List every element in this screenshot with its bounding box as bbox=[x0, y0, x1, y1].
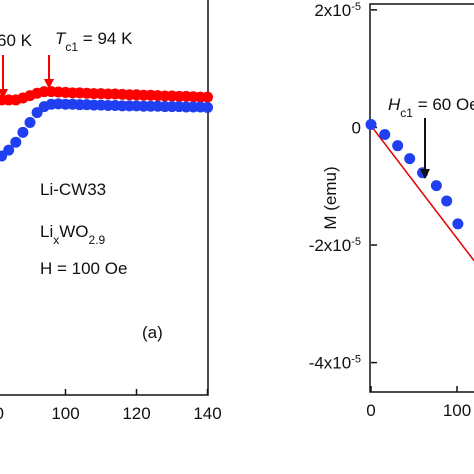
left-frame bbox=[0, 0, 209, 396]
data-point bbox=[3, 144, 15, 156]
y-tick-label: -2x10-5 bbox=[309, 236, 361, 255]
annotation-part: (a) bbox=[142, 323, 163, 342]
data-point bbox=[430, 180, 442, 192]
annotation-part: WO bbox=[59, 222, 88, 241]
annotation: H = 100 Oe bbox=[40, 259, 127, 278]
annotation: Tc2 = 60 K bbox=[0, 31, 33, 56]
data-point bbox=[404, 153, 416, 165]
annotation-part: Li-CW33 bbox=[40, 180, 106, 199]
y-tick-label: 2x10-5 bbox=[314, 1, 361, 20]
data-point bbox=[392, 140, 404, 152]
annotation-part: H = 100 Oe bbox=[40, 259, 127, 278]
annotation-part: 2.9 bbox=[89, 233, 106, 247]
x-tick-label: 0 bbox=[366, 401, 375, 420]
annotation-part: H bbox=[388, 95, 401, 114]
y-tick-label-base: -2x10 bbox=[309, 236, 352, 255]
annotation-part: c1 bbox=[400, 106, 413, 120]
y-tick-label: 0 bbox=[352, 118, 361, 137]
y-tick-label-base: 2x10 bbox=[314, 1, 351, 20]
x-tick-label: 80 bbox=[0, 404, 4, 423]
data-point bbox=[441, 195, 453, 207]
data-point bbox=[10, 136, 22, 148]
annotation-part: = 94 K bbox=[78, 29, 133, 48]
x-tick-label: 100 bbox=[443, 401, 471, 420]
annotation-part: c1 bbox=[65, 40, 78, 54]
annotation-part: = 60 K bbox=[0, 31, 33, 50]
data-point bbox=[202, 91, 213, 103]
annotation: Hc1 = 60 Oe bbox=[388, 95, 474, 120]
right-frame bbox=[369, 3, 474, 393]
y-tick-label-exponent: -5 bbox=[351, 354, 361, 366]
data-point bbox=[24, 116, 36, 128]
annotation-part: T bbox=[55, 29, 67, 48]
data-point bbox=[365, 119, 377, 131]
y-tick-label-exponent: -5 bbox=[351, 1, 361, 13]
data-point bbox=[17, 126, 29, 138]
data-point bbox=[452, 218, 464, 230]
data-point bbox=[379, 129, 391, 141]
x-tick-label: 120 bbox=[122, 404, 150, 423]
fit-line bbox=[370, 125, 474, 262]
annotation: (a) bbox=[142, 323, 163, 342]
annotation-part: Li bbox=[40, 222, 53, 241]
data-point bbox=[202, 101, 213, 113]
y-tick-label-base: -4x10 bbox=[309, 354, 352, 373]
annotation-part: x bbox=[53, 233, 59, 247]
x-tick-label: 140 bbox=[193, 404, 221, 423]
x-tick-label: 100 bbox=[51, 404, 79, 423]
annotation: Li-CW33 bbox=[40, 180, 106, 199]
annotation-part: = 60 Oe bbox=[413, 95, 474, 114]
annotation: Tc1 = 94 K bbox=[55, 29, 133, 54]
y-axis-label: M (emu) bbox=[321, 166, 340, 229]
data-point bbox=[417, 167, 429, 179]
annotation: LixWO2.9 bbox=[40, 222, 106, 247]
y-tick-label: -4x10-5 bbox=[309, 354, 361, 373]
y-tick-label-exponent: -5 bbox=[351, 236, 361, 248]
